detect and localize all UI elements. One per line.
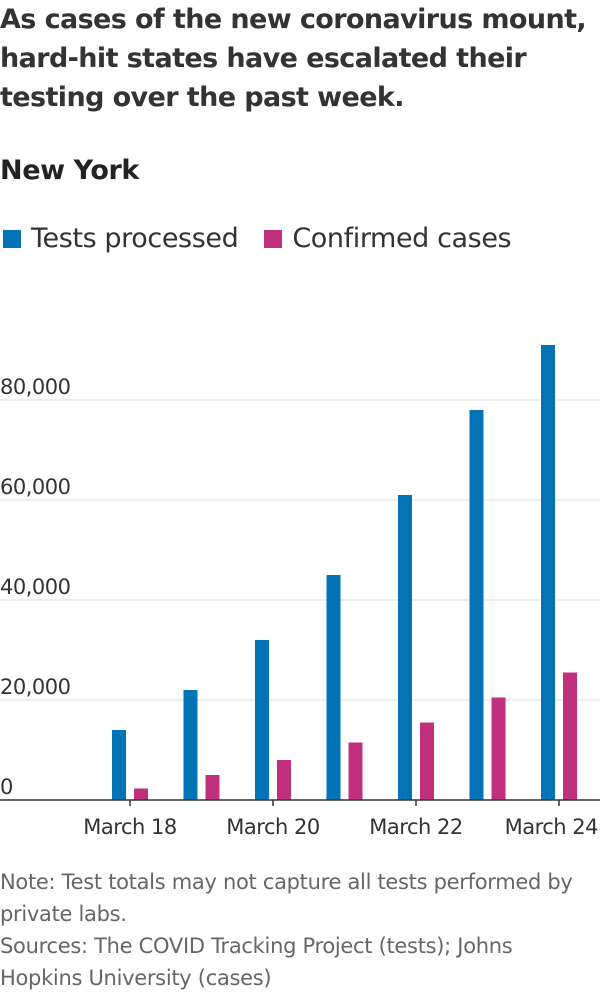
bar-tests bbox=[255, 640, 269, 800]
legend-swatch-cases bbox=[264, 229, 283, 248]
x-tick-label: March 22 bbox=[369, 815, 462, 839]
legend-label-cases: Confirmed cases bbox=[292, 223, 512, 254]
headline: As cases of the new coronavirus mount, h… bbox=[0, 4, 587, 113]
chart-subtitle: New York bbox=[0, 155, 139, 186]
bar-tests bbox=[112, 730, 126, 800]
x-tick-label: March 24 bbox=[505, 815, 599, 839]
legend-item-cases: Confirmed cases bbox=[264, 223, 512, 254]
note-text: Note: Test totals may not capture all te… bbox=[0, 870, 573, 926]
bar-tests bbox=[326, 575, 341, 800]
bar-tests bbox=[398, 495, 412, 800]
x-tick-label: March 18 bbox=[83, 815, 176, 839]
bar-cases bbox=[348, 742, 363, 800]
bar-tests bbox=[541, 345, 555, 800]
bar-tests bbox=[469, 410, 484, 800]
legend-item-tests: Tests processed bbox=[3, 223, 239, 254]
bar-cases bbox=[491, 697, 506, 800]
legend-swatch-tests bbox=[3, 229, 21, 248]
legend-label-tests: Tests processed bbox=[31, 223, 239, 254]
bar-chart: 0 20,000 40,000 60,000 80,000 March 18 March 2… bbox=[0, 345, 600, 839]
sources-text: Sources: The COVID Tracking Project (tes… bbox=[0, 934, 513, 990]
y-tick-label: 20,000 bbox=[0, 675, 70, 699]
bar-tests bbox=[183, 690, 198, 800]
chart-notes: Note: Test totals may not capture all te… bbox=[0, 866, 600, 994]
bar-cases bbox=[134, 788, 148, 800]
axis-labels: 0 20,000 40,000 60,000 80,000 March 18 March 2… bbox=[0, 375, 600, 839]
gridlines bbox=[0, 399, 600, 701]
bars bbox=[112, 345, 577, 800]
y-tick-label: 0 bbox=[0, 775, 13, 799]
x-tick-label: March 20 bbox=[226, 815, 319, 839]
bar-cases bbox=[420, 722, 434, 800]
y-tick-label: 80,000 bbox=[0, 375, 70, 399]
y-tick-label: 60,000 bbox=[0, 475, 70, 499]
bar-cases bbox=[277, 760, 291, 800]
bar-cases bbox=[563, 672, 577, 800]
bar-cases bbox=[205, 775, 220, 800]
y-tick-label: 40,000 bbox=[0, 575, 70, 599]
legend: Tests processed Confirmed cases bbox=[3, 223, 537, 254]
